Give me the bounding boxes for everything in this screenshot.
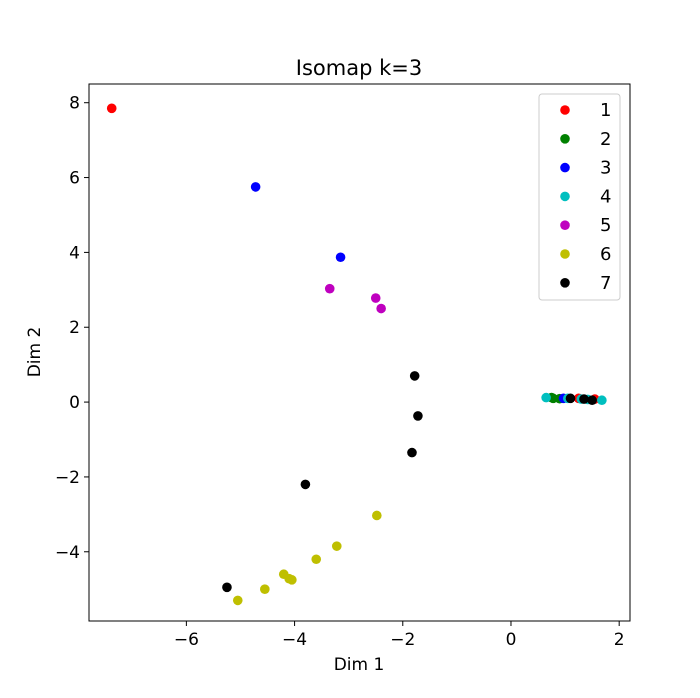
y-tick-label: 4 [69,243,80,263]
data-point-series-6 [372,510,382,521]
data-point-series-7 [300,479,311,490]
legend-label-2: 2 [600,129,611,150]
data-point-series-6 [232,595,243,606]
data-point-series-4 [541,392,551,403]
data-point-series-6 [311,554,322,565]
y-tick-label: 0 [69,393,80,413]
data-point-series-5 [370,293,381,303]
legend-marker-2 [560,134,570,144]
legend-label-6: 6 [600,244,611,265]
legend-label-3: 3 [600,158,611,179]
x-tick-label: −4 [282,630,307,650]
data-point-series-7 [407,447,417,458]
x-tick-label: 0 [506,630,517,650]
x-axis: −6 −4 −2 0 2 [174,621,625,650]
legend-marker-1 [560,105,570,115]
data-point-series-5 [376,303,386,314]
legend-label-4: 4 [600,186,611,207]
y-tick-label: 2 [69,318,80,338]
legend-marker-3 [560,162,570,173]
legend: 1 2 3 4 5 6 7 [538,93,621,301]
data-point-series-3 [250,182,261,192]
x-tick-label: −6 [174,630,199,650]
data-point-series-7 [579,394,589,404]
legend-box [538,93,621,301]
x-tick-label: 2 [614,630,625,650]
data-points [106,103,607,606]
data-point-series-7 [565,393,576,404]
legend-marker-4 [560,191,570,202]
data-point-series-7 [222,582,232,593]
y-tick-label: −2 [55,468,80,488]
y-axis-label: Dim 2 [25,327,45,378]
y-tick-label: 6 [69,169,80,189]
legend-marker-7 [560,278,570,288]
legend-label-5: 5 [600,215,611,236]
data-point-series-7 [413,411,423,421]
data-point-series-7 [587,395,597,406]
legend-marker-5 [560,220,570,230]
chart-title: Isomap k=3 [296,56,422,80]
x-tick-label: −2 [390,630,415,650]
data-point-series-7 [409,371,420,381]
data-point-series-1 [106,103,117,114]
data-point-series-5 [324,283,335,294]
y-tick-label: 8 [69,94,80,114]
y-tick-label: −4 [55,543,80,563]
legend-label-7: 7 [600,273,611,294]
y-axis: −4 −2 0 2 4 6 8 [55,94,89,563]
legend-marker-6 [560,249,570,259]
data-point-series-6 [287,575,297,585]
data-point-series-6 [260,584,270,594]
data-point-series-3 [335,252,346,263]
data-point-series-4 [597,395,607,406]
legend-label-1: 1 [600,100,611,121]
data-point-series-6 [331,541,342,551]
x-axis-label: Dim 1 [334,655,385,675]
